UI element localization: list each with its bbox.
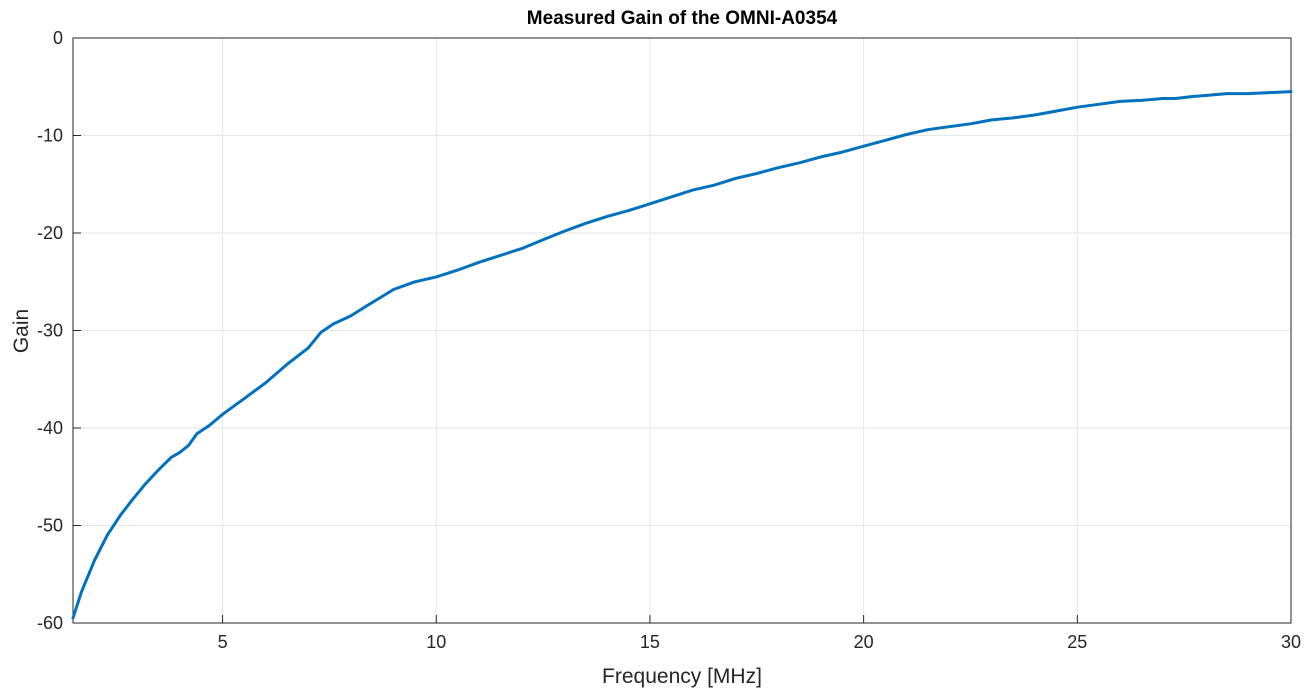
y-tick-label: -10 (37, 126, 63, 146)
y-tick-label: -20 (37, 223, 63, 243)
x-tick-label: 15 (640, 632, 660, 652)
x-tick-label: 30 (1281, 632, 1301, 652)
y-tick-label: -60 (37, 613, 63, 633)
x-tick-label: 25 (1067, 632, 1087, 652)
x-ticks: 5 10 15 20 25 30 (218, 615, 1301, 652)
y-ticks: 0 -10 -20 -30 -40 -50 -60 (37, 28, 81, 633)
chart-title: Measured Gain of the OMNI-A0354 (527, 8, 838, 29)
y-tick-label: -40 (37, 418, 63, 438)
x-tick-label: 20 (854, 632, 874, 652)
x-tick-label: 10 (426, 632, 446, 652)
y-tick-label: 0 (53, 28, 63, 48)
y-tick-label: -30 (37, 321, 63, 341)
y-tick-label: -50 (37, 516, 63, 536)
y-axis-label: Gain (10, 309, 33, 353)
x-tick-label: 5 (218, 632, 228, 652)
gain-series-line (71, 90, 1293, 620)
x-axis-label: Frequency [MHz] (602, 665, 762, 688)
